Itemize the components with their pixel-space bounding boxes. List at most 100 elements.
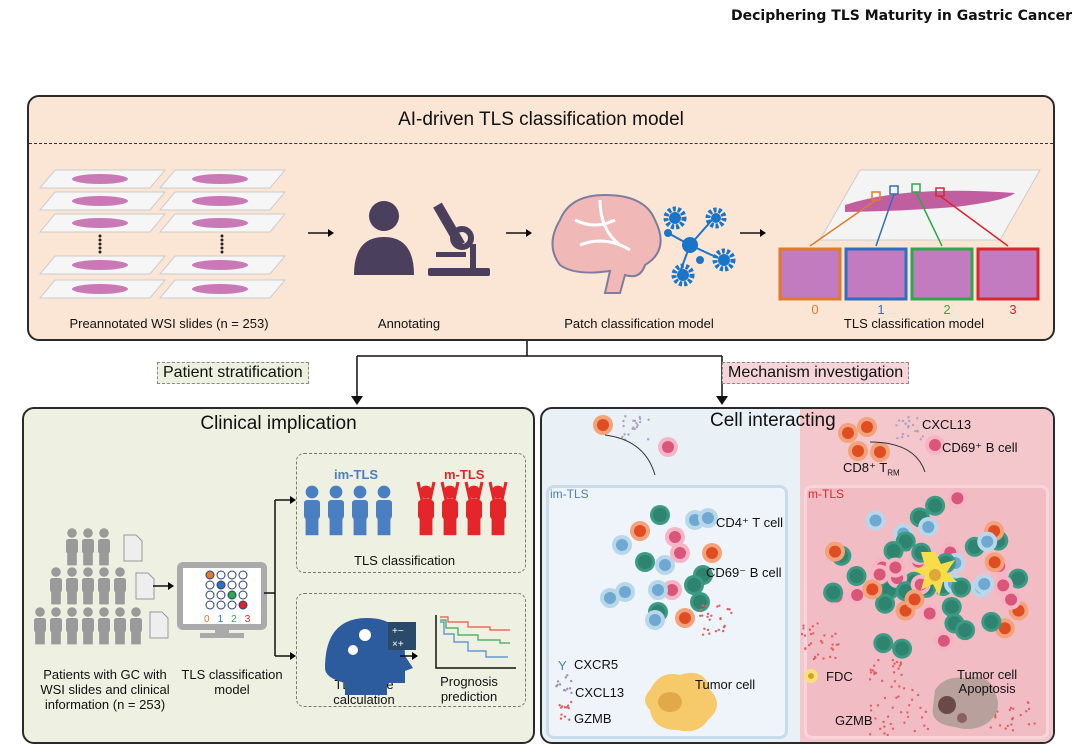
gear-icon <box>663 206 736 287</box>
molecule-dot <box>558 703 561 707</box>
molecule-dot <box>623 433 626 436</box>
patient-icon <box>115 567 125 577</box>
cell-nucleus <box>873 568 886 581</box>
patient-icon <box>83 631 93 645</box>
legend-gzmb: GZMB <box>574 711 612 726</box>
patient-icon <box>115 591 125 605</box>
molecule-dot <box>635 425 639 429</box>
cell-nucleus <box>687 578 701 592</box>
grid-dot <box>205 600 215 610</box>
molecule-dot <box>891 706 895 709</box>
molecule-dot <box>701 614 704 617</box>
cell-nucleus <box>908 593 921 606</box>
m-tls-person <box>467 485 481 499</box>
m-tls-person <box>467 517 481 536</box>
patient-icon <box>51 631 61 645</box>
arrow-icon <box>400 652 418 660</box>
patient-icon <box>51 567 61 577</box>
pointer-line <box>939 195 1009 247</box>
molecule-dot <box>895 424 898 427</box>
pointer-line <box>809 199 877 247</box>
molecule-dot <box>916 417 919 420</box>
molecule-dot <box>900 435 904 439</box>
im-tls-person <box>377 517 391 536</box>
m-tls-person <box>419 485 433 499</box>
im-tls-label: im-TLS <box>334 467 379 482</box>
patient-icon <box>34 618 46 633</box>
im-tls-person <box>329 485 343 499</box>
cell-nucleus <box>666 584 678 596</box>
molecule-dot <box>631 427 634 430</box>
molecule-dot <box>883 732 886 735</box>
molecule-dot <box>879 727 882 731</box>
cell-nucleus <box>702 512 714 524</box>
prognosis-box <box>296 593 526 707</box>
patient-icon <box>99 552 109 566</box>
patient-icon <box>99 631 109 645</box>
cell-nucleus <box>604 592 616 604</box>
molecule-dot <box>871 669 875 672</box>
clinical-implication-panel: Clinical implication im-TLS m-TLS TLS cl… <box>22 407 535 744</box>
apoptotic-nucleus <box>938 696 956 714</box>
m-tls-person <box>418 500 434 520</box>
document-icon <box>135 572 155 600</box>
molecule-dot <box>556 680 560 683</box>
molecule-dot <box>559 706 563 709</box>
molecule-dot <box>564 689 567 692</box>
cell-nucleus <box>861 421 873 433</box>
molecule-dot <box>893 680 897 683</box>
cell-nucleus <box>988 556 1001 569</box>
cell-nucleus <box>689 514 701 526</box>
dot <box>220 234 224 238</box>
cell-nucleus <box>706 547 718 559</box>
cd69-pos-label: CD69⁺ B cell <box>942 440 1018 455</box>
molecule-dot <box>566 687 569 691</box>
cell-nucleus <box>638 555 652 569</box>
pointer-line <box>875 193 895 247</box>
molecule-dot <box>621 435 624 439</box>
pointer-line <box>915 191 943 247</box>
patient-icon <box>67 607 77 617</box>
cell-nucleus <box>649 614 661 626</box>
im-tls-label: im-TLS <box>550 487 589 501</box>
molecule-dot <box>819 639 823 643</box>
patch-0 <box>778 247 842 301</box>
text-line: Prognosis <box>440 674 498 689</box>
m-tls-person <box>419 517 433 536</box>
patient-icon <box>131 631 141 645</box>
molecule-dot <box>622 419 625 423</box>
text: RM <box>887 468 900 478</box>
molecule-dot <box>897 667 900 670</box>
molecule-dot <box>1027 707 1031 711</box>
cell-nucleus <box>852 445 864 457</box>
grid-dot <box>238 590 248 600</box>
cell-nucleus <box>898 534 913 549</box>
molecule-dot <box>569 679 573 683</box>
tumor-cell-label: Tumor cell <box>695 677 756 692</box>
molecule-dot <box>1010 718 1014 721</box>
molecule-dot <box>908 704 911 707</box>
patients-icon <box>34 528 169 645</box>
cd8-label: CD8⁺ TRM <box>843 460 900 478</box>
molecule-dot <box>899 710 903 714</box>
gear-icon <box>663 206 687 230</box>
molecule-dot <box>911 423 915 427</box>
patient-icon <box>98 539 110 554</box>
patient-icon <box>35 631 45 645</box>
cell-nucleus <box>659 559 671 571</box>
grid-dot <box>227 570 237 580</box>
cell-nucleus <box>597 419 609 431</box>
molecule-dot <box>809 642 813 645</box>
molecule-dot <box>802 627 805 630</box>
molecule-dot <box>901 432 905 436</box>
class-2: 2 <box>943 302 951 317</box>
molecule-dot <box>568 718 571 721</box>
molecule-dot <box>701 633 705 636</box>
molecule-dot <box>1027 723 1031 726</box>
arrow-icon <box>740 229 766 237</box>
dot <box>220 246 224 250</box>
molecule-dot <box>706 628 710 632</box>
patient-icon <box>67 552 77 566</box>
tissue <box>192 196 248 206</box>
wsi-overview-slide-icon <box>819 169 1041 241</box>
